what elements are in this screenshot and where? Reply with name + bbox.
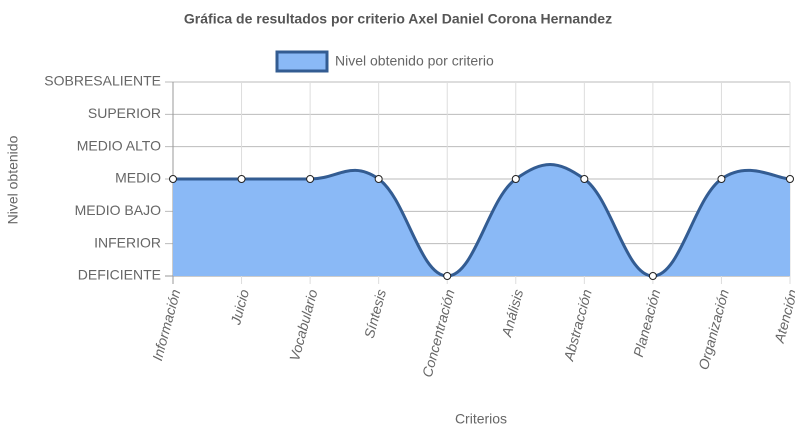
point — [511, 175, 520, 183]
y-tick-label: MEDIO ALTO — [77, 137, 161, 153]
legend-swatch — [275, 50, 329, 73]
point — [169, 175, 177, 183]
x-tick-label: Vocabulario — [286, 287, 321, 362]
x-tick-label: Análisis — [498, 288, 526, 340]
y-tick-label: MEDIO BAJO — [75, 202, 161, 218]
point — [648, 272, 657, 280]
y-tick-label: INFERIOR — [94, 234, 161, 250]
y-tick-label: SOBRESALIENTE — [44, 73, 161, 89]
y-axis-label: Nivel obtenido — [5, 135, 21, 224]
y-tick-label: SUPERIOR — [88, 105, 161, 121]
point — [443, 272, 452, 280]
x-tick-label: Atención — [771, 287, 795, 345]
chart-title: Gráfica de resultados por criterio Axel … — [184, 11, 612, 27]
point — [717, 175, 726, 183]
area — [173, 164, 790, 276]
legend-label: Nivel obtenido por criterio — [335, 53, 494, 69]
x-tick-label: Planeación — [630, 287, 663, 358]
line — [173, 163, 791, 278]
point — [306, 175, 315, 183]
y-tick-label: MEDIO — [115, 170, 161, 186]
x-tick-label: Abstracción — [560, 287, 595, 363]
x-tick-label: Juicio — [227, 287, 252, 327]
x-tick-label: Concentración — [419, 287, 458, 379]
x-tick-label: Síntesis — [361, 288, 389, 340]
y-tick-label: DEFICIENTE — [78, 267, 161, 283]
x-tick-label: Organización — [695, 287, 732, 371]
x-axis-label: Criterios — [455, 411, 507, 427]
point — [786, 175, 794, 183]
x-tick-label: Información — [149, 287, 183, 362]
point — [374, 175, 383, 183]
point — [580, 175, 589, 183]
point — [237, 175, 246, 183]
